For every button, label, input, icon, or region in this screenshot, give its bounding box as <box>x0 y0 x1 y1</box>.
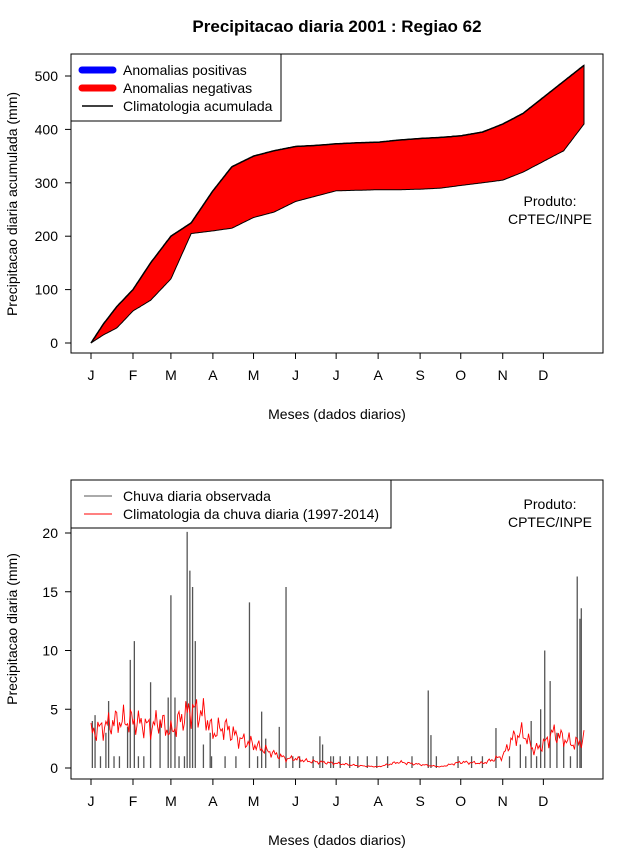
bottom-legend-box <box>70 479 392 529</box>
climatology-daily-line <box>90 698 585 768</box>
top-legend: Anomalias positivas Anomalias negativas … <box>70 53 282 122</box>
bottom-xtick-label: A <box>208 793 218 809</box>
bottom-product-label: Produto: <box>524 496 577 512</box>
top-xtick-label: J <box>292 367 299 383</box>
bottom-xtick-label: F <box>129 793 138 809</box>
top-x-label: Meses (dados diarios) <box>268 406 406 422</box>
accumulated-lines <box>90 64 585 344</box>
top-xtick-label: D <box>538 367 548 383</box>
climatology-accumulated-line <box>90 64 585 344</box>
top-xtick-label: A <box>208 367 218 383</box>
legend-climatology-daily-label: Climatologia da chuva diaria (1997-2014) <box>123 506 379 522</box>
top-xtick-label: O <box>455 367 466 383</box>
chart-title: Precipitacao diaria 2001 : Regiao 62 <box>192 17 481 36</box>
top-xtick-label: M <box>165 367 177 383</box>
top-product-source: CPTEC/INPE <box>508 211 592 227</box>
bottom-ytick-label: 5 <box>50 701 58 717</box>
bottom-xtick-label: J <box>88 793 95 809</box>
top-y-axis: 0 100 200 300 400 500 <box>35 68 71 351</box>
top-xtick-label: S <box>415 367 424 383</box>
bottom-ytick-label: 10 <box>42 643 58 659</box>
bottom-xtick-label: M <box>248 793 260 809</box>
top-product-label: Produto: <box>524 193 577 209</box>
bottom-legend: Chuva diaria observada Climatologia da c… <box>70 479 392 529</box>
top-xtick-label: N <box>498 367 508 383</box>
bottom-xtick-label: A <box>373 793 383 809</box>
top-xtick-label: F <box>129 367 138 383</box>
bottom-xtick-label: N <box>498 793 508 809</box>
bottom-x-label: Meses (dados diarios) <box>268 832 406 848</box>
accumulated-chart: 0 100 200 300 400 500 J F M A M J J A S O N D Meses (dad… <box>4 53 604 422</box>
bottom-xtick-label: J <box>333 793 340 809</box>
legend-negative-label: Anomalias negativas <box>123 80 252 96</box>
top-xtick-label: J <box>88 367 95 383</box>
top-ytick-label: 400 <box>35 121 59 137</box>
daily-chart: 0 5 10 15 20 J F M A M J J A S O N D Meses (dados diari… <box>4 479 604 848</box>
bottom-xtick-label: J <box>292 793 299 809</box>
bottom-ytick-label: 20 <box>42 525 58 541</box>
top-ytick-label: 100 <box>35 282 59 298</box>
top-ytick-label: 500 <box>35 68 59 84</box>
bottom-ytick-label: 0 <box>50 760 58 776</box>
top-ytick-label: 200 <box>35 228 59 244</box>
climatology-line <box>90 698 585 768</box>
legend-positive-label: Anomalias positivas <box>123 62 247 78</box>
bottom-y-axis: 0 5 10 15 20 <box>42 525 71 776</box>
legend-observed-label: Chuva diaria observada <box>123 488 271 504</box>
observed-bars <box>91 531 582 768</box>
bottom-xtick-label: M <box>165 793 177 809</box>
top-xtick-label: J <box>333 367 340 383</box>
top-y-label: Precipitacao diaria acumulada (mm) <box>4 92 20 316</box>
top-ytick-label: 300 <box>35 175 59 191</box>
top-ytick-label: 0 <box>50 335 58 351</box>
bottom-y-label: Precipitacao diaria (mm) <box>4 553 20 705</box>
bottom-ytick-label: 15 <box>42 584 58 600</box>
top-xtick-label: M <box>248 367 260 383</box>
legend-climatology-label: Climatologia acumulada <box>123 98 273 114</box>
top-xtick-label: A <box>373 367 383 383</box>
bottom-xtick-label: S <box>415 793 424 809</box>
bottom-xtick-label: O <box>455 793 466 809</box>
bottom-xtick-label: D <box>538 793 548 809</box>
bottom-product-source: CPTEC/INPE <box>508 514 592 530</box>
